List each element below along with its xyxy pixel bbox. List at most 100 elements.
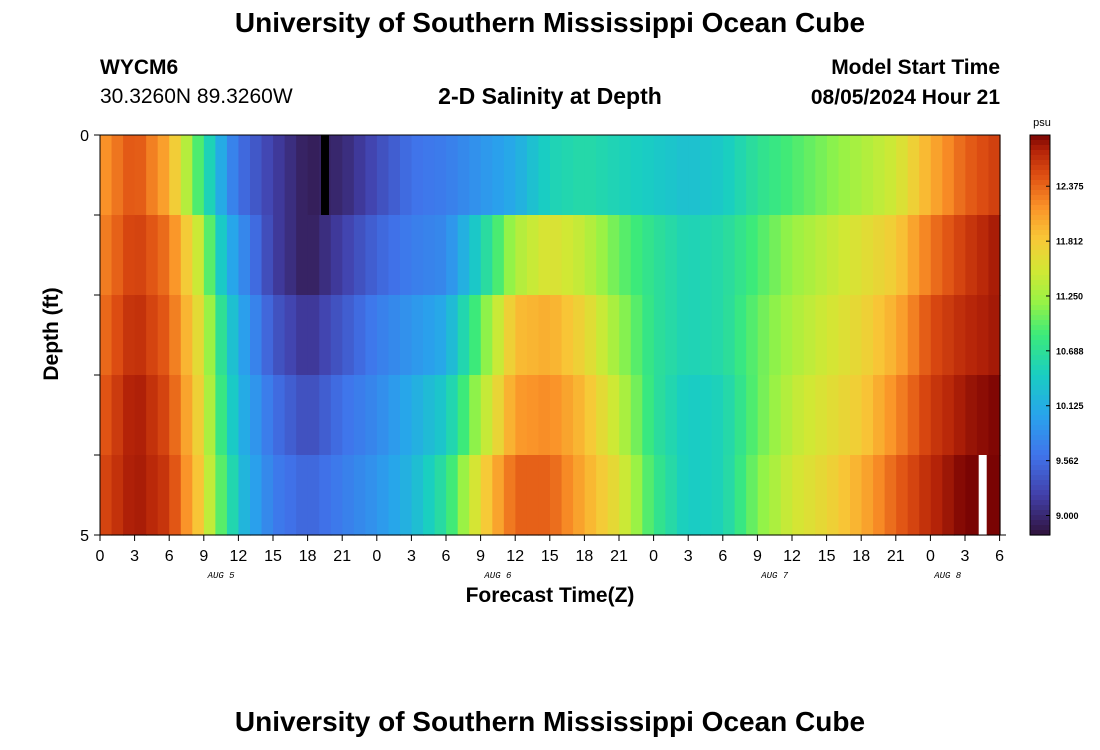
heatmap-cell <box>226 135 240 216</box>
heatmap-cell <box>953 455 966 536</box>
heatmap-cell <box>746 455 759 536</box>
heatmap-cell <box>746 375 759 456</box>
heatmap-cell <box>169 455 182 536</box>
heatmap-cell <box>988 455 1001 536</box>
colorbar-segment <box>1030 285 1050 291</box>
heatmap-cell <box>803 295 816 376</box>
heatmap-cell <box>953 135 966 216</box>
heatmap-cell <box>573 135 586 216</box>
heatmap-cell <box>930 375 943 456</box>
heatmap-cell <box>676 375 690 456</box>
colorbar-segment <box>1030 350 1050 356</box>
colorbar-tick-label: 10.688 <box>1056 346 1084 356</box>
heatmap-cell <box>573 375 586 456</box>
heatmap-cell <box>526 295 540 376</box>
heatmap-cell <box>596 135 609 216</box>
model-start-label: Model Start Time <box>831 56 1000 79</box>
colorbar-segment <box>1030 155 1050 161</box>
heatmap-cell <box>296 375 309 456</box>
heatmap-cell <box>976 215 990 296</box>
heatmap-cell <box>723 295 736 376</box>
heatmap-cell <box>734 455 747 536</box>
heatmap-cell <box>896 295 909 376</box>
heatmap-cell <box>469 455 482 536</box>
colorbar-segment <box>1030 150 1050 156</box>
y-tick-label: 0 <box>80 128 89 145</box>
heatmap-cell <box>157 375 170 456</box>
heatmap-cell <box>261 135 274 216</box>
heatmap-cell <box>884 455 897 536</box>
heatmap-cell <box>434 295 447 376</box>
heatmap-cell <box>815 135 828 216</box>
heatmap-cell <box>700 215 713 296</box>
colorbar-unit: psu <box>1033 117 1051 129</box>
heatmap-cell <box>192 375 205 456</box>
heatmap-cell <box>169 295 182 376</box>
heatmap-cell <box>746 135 759 216</box>
heatmap-cell <box>203 375 216 456</box>
x-tick-label: 9 <box>476 548 485 565</box>
x-axis: 0 3 6 9 12 15 18 21 0 3 6 9 12 15 18 21 0 3 6 9 12 15 18 21 0 3 6 A… <box>96 534 1006 581</box>
heatmap-cell <box>711 135 724 216</box>
heatmap-cell <box>273 215 286 296</box>
colorbar-segment <box>1030 140 1050 146</box>
heatmap-cell <box>503 215 516 296</box>
heatmap-cell <box>480 135 493 216</box>
heatmap-cell <box>423 455 436 536</box>
heatmap-cell <box>457 455 470 536</box>
y-tick-label: 5 <box>80 528 89 545</box>
heatmap-cell <box>850 455 863 536</box>
heatmap-cell <box>261 455 274 536</box>
x-tick-label: 6 <box>442 548 451 565</box>
heatmap-cell <box>423 295 436 376</box>
heatmap-cell <box>653 455 666 536</box>
heatmap-cell <box>988 215 1001 296</box>
heatmap-cell <box>838 375 851 456</box>
colorbar-segment <box>1030 500 1050 506</box>
heatmap-cell <box>757 295 770 376</box>
colorbar-segment <box>1030 415 1050 421</box>
heatmap-cell <box>480 455 493 536</box>
colorbar-segment <box>1030 365 1050 371</box>
heatmap-cell <box>942 135 955 216</box>
heatmap-cell <box>423 375 436 456</box>
x-tick-label: 6 <box>165 548 174 565</box>
heatmap-cell <box>676 215 690 296</box>
heatmap-cell <box>676 455 690 536</box>
heatmap-cell <box>873 215 886 296</box>
heatmap-cell <box>238 215 251 296</box>
heatmap-cell <box>100 295 113 376</box>
colorbar-segment <box>1030 210 1050 216</box>
heatmap-cell <box>342 135 355 216</box>
heatmap-cell <box>492 135 505 216</box>
heatmap-cell <box>250 295 263 376</box>
heatmap-cell <box>757 135 770 216</box>
heatmap-marker <box>978 455 987 535</box>
colorbar-segment <box>1030 515 1050 521</box>
heatmap-cell <box>157 295 170 376</box>
heatmap-cell <box>376 215 390 296</box>
heatmap-cell <box>353 215 366 296</box>
heatmap-cell <box>850 295 863 376</box>
heatmap-cell <box>803 455 816 536</box>
heatmap-cell <box>550 455 563 536</box>
heatmap-cell <box>111 215 124 296</box>
heatmap-cell <box>953 215 966 296</box>
heatmap-cell <box>896 215 909 296</box>
heatmap-cell <box>434 375 447 456</box>
heatmap-cell <box>146 455 159 536</box>
heatmap-cell <box>607 455 620 536</box>
heatmap-cell <box>538 215 551 296</box>
x-tick-label: 12 <box>230 548 248 565</box>
y-axis: 05 <box>80 128 101 545</box>
heatmap-cell <box>676 135 690 216</box>
heatmap-cell <box>469 295 482 376</box>
colorbar-tick-label: 12.375 <box>1056 182 1084 192</box>
heatmap-cell <box>665 375 678 456</box>
heatmap-cell <box>400 455 413 536</box>
colorbar-segment <box>1030 245 1050 251</box>
heatmap-cell <box>907 455 920 536</box>
heatmap-cell <box>215 135 228 216</box>
heatmap-cell <box>769 375 782 456</box>
